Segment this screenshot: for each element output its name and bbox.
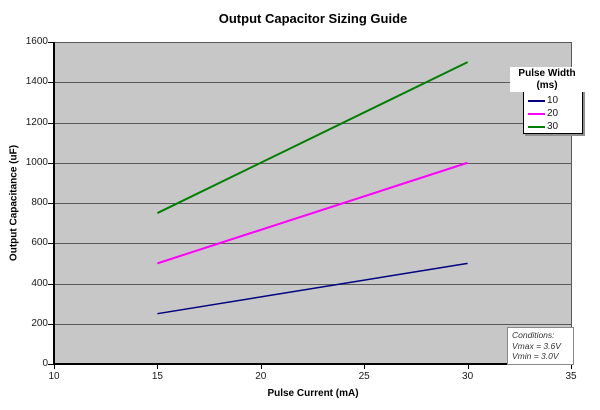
legend-swatch-30ms [528,125,545,128]
y-tick-label-400: 400 [31,277,48,289]
y-tick-1200 [48,122,53,124]
y-tick-800 [48,203,53,204]
gridline-y-1200 [55,122,571,124]
legend: 10 20 30 [523,90,583,134]
conditions-annotation: Conditions: Vmax = 3.6V Vmin = 3.0V [507,327,574,365]
y-axis-title: Output Capacitance (uF) [8,144,20,262]
x-tick-label-35: 35 [565,371,577,382]
x-tick-label-20: 20 [255,371,267,382]
legend-label-10ms: 10 [547,95,559,106]
x-tick-label-15: 15 [151,371,163,382]
y-tick-label-1200: 1200 [25,116,48,128]
y-tick-label-1000: 1000 [25,156,48,168]
gridline-y-800 [55,203,571,204]
conditions-vmax: Vmax = 3.6V [512,340,561,351]
legend-entry-30ms: 30 [524,120,582,133]
x-tick-35 [571,365,572,369]
chart-title: Output Capacitor Sizing Guide [218,11,408,26]
y-tick-label-800: 800 [31,197,48,208]
legend-title-line1: Pulse Width [518,68,576,79]
x-tick-30 [467,365,469,369]
legend-swatch-10ms [528,99,545,102]
legend-entry-20ms: 20 [524,107,582,120]
gridline-y-1400 [55,82,571,84]
legend-label-20ms: 20 [547,108,559,119]
x-axis-line [53,363,572,365]
gridline-y-400 [55,283,571,285]
x-tick-10 [54,365,55,369]
x-tick-label-30: 30 [462,371,474,382]
y-axis-line [53,42,55,365]
y-tick-400 [48,283,53,285]
y-tick-label-600: 600 [31,237,48,249]
x-tick-15 [157,365,159,369]
y-tick-label-0: 0 [42,358,48,369]
y-tick-600 [48,243,53,245]
legend-entry-10ms: 10 [524,94,582,107]
x-tick-20 [260,365,262,369]
y-tick-1000 [48,162,53,164]
y-tick-label-1600: 1600 [25,36,48,47]
y-tick-200 [48,323,53,325]
x-axis-title: Pulse Current (mA) [267,388,359,399]
legend-title-line2: (ms) [536,79,558,91]
legend-label-30ms: 30 [547,121,559,132]
gridline-y-200 [55,323,571,325]
x-tick-label-10: 10 [48,371,60,382]
x-tick-label-25: 25 [358,371,370,382]
y-tick-0 [48,364,53,365]
legend-title: Pulse Width (ms) [510,67,584,92]
conditions-heading: Conditions: [512,330,555,340]
legend-swatch-20ms [528,112,545,115]
gridline-y-1000 [55,162,571,164]
conditions-vmin: Vmin = 3.0V [512,351,559,361]
gridline-y-600 [55,243,571,245]
y-tick-label-200: 200 [31,317,48,329]
y-tick-1600 [48,42,53,43]
x-tick-25 [364,365,366,369]
y-tick-1400 [48,82,53,84]
y-tick-label-1400: 1400 [25,76,48,88]
